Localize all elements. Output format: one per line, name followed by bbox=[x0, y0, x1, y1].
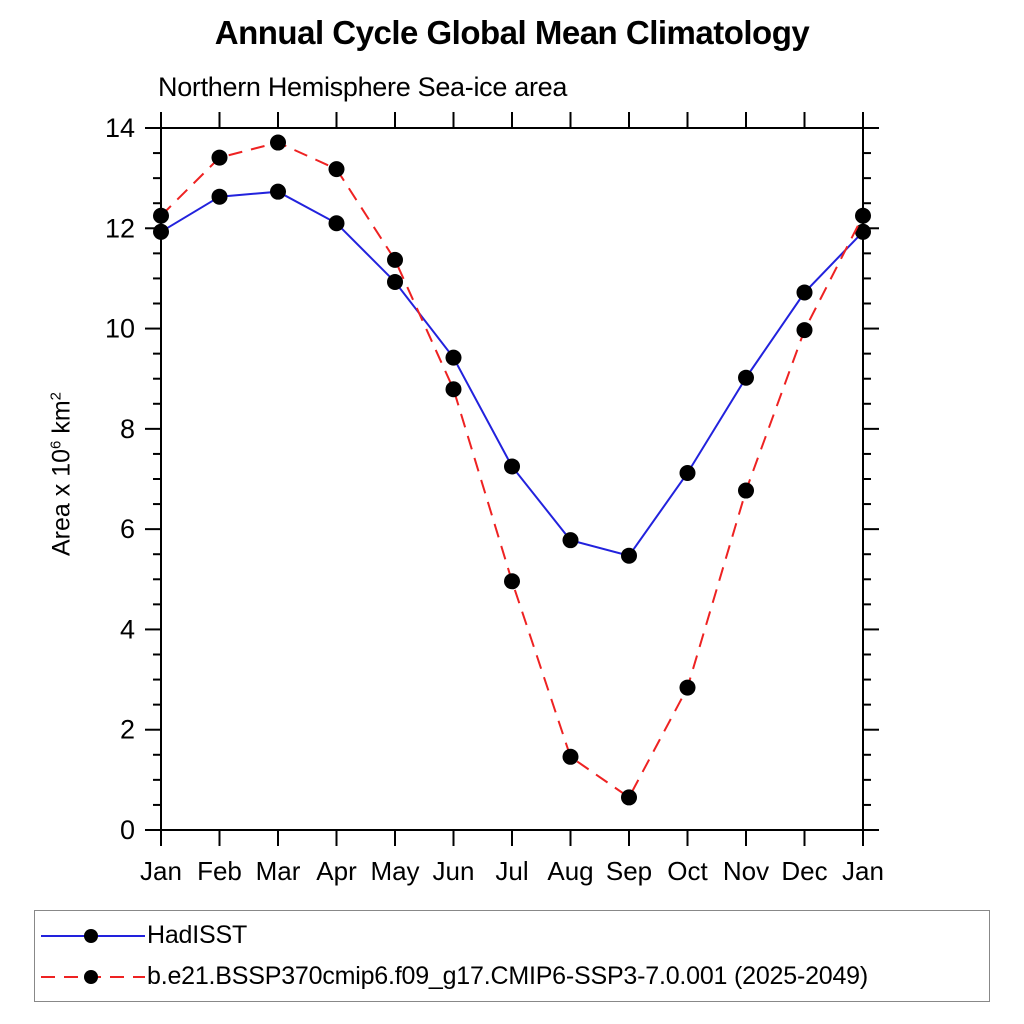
y-tick-label: 6 bbox=[120, 514, 135, 544]
data-point bbox=[855, 207, 871, 224]
data-point bbox=[153, 207, 169, 224]
data-point bbox=[621, 547, 637, 564]
legend-box: HadISST b.e21.BSSP370cmip6.f09_g17.CMIP6… bbox=[34, 910, 990, 1002]
y-tick-label: 8 bbox=[120, 414, 135, 444]
x-tick-label: Jul bbox=[495, 856, 528, 886]
data-point bbox=[679, 679, 696, 696]
data-point bbox=[211, 188, 228, 205]
data-point bbox=[445, 381, 462, 398]
data-point bbox=[211, 149, 228, 166]
data-point bbox=[796, 284, 813, 301]
x-tick-label: Apr bbox=[316, 856, 357, 886]
legend-label-model: b.e21.BSSP370cmip6.f09_g17.CMIP6-SSP3-7.… bbox=[147, 962, 869, 990]
chart-title: Annual Cycle Global Mean Climatology bbox=[214, 14, 810, 51]
data-point bbox=[445, 349, 462, 366]
data-point bbox=[328, 215, 345, 232]
data-point bbox=[562, 532, 579, 549]
data-point bbox=[270, 134, 286, 151]
data-point bbox=[796, 322, 813, 339]
data-point bbox=[738, 482, 754, 499]
legend-row-hadisst: HadISST bbox=[39, 915, 989, 956]
data-point bbox=[738, 369, 754, 386]
data-point bbox=[387, 251, 403, 268]
data-point bbox=[387, 273, 403, 290]
y-tick-label: 10 bbox=[105, 314, 135, 344]
legend-row-model: b.e21.BSSP370cmip6.f09_g17.CMIP6-SSP3-7.… bbox=[39, 956, 989, 997]
x-tick-label: Nov bbox=[723, 856, 769, 886]
series-line-0 bbox=[160, 190, 864, 557]
legend-line-marker-icon bbox=[41, 969, 145, 984]
legend-sample-marker bbox=[84, 928, 98, 943]
y-tick-label: 4 bbox=[120, 614, 135, 644]
legend-label-hadisst: HadISST bbox=[147, 921, 248, 949]
data-point bbox=[679, 464, 696, 481]
y-tick-label: 12 bbox=[105, 213, 135, 243]
x-tick-label: Oct bbox=[667, 856, 708, 886]
x-tick-label: Aug bbox=[547, 856, 593, 886]
chart-subtitle: Northern Hemisphere Sea-ice area bbox=[158, 72, 568, 102]
data-point bbox=[270, 183, 286, 200]
data-point bbox=[153, 223, 169, 240]
data-point bbox=[504, 573, 520, 590]
x-tick-label: Jun bbox=[433, 856, 475, 886]
x-tick-label: Dec bbox=[781, 856, 827, 886]
x-tick-label: Jan bbox=[842, 856, 884, 886]
data-point bbox=[855, 223, 871, 240]
y-tick-label: 14 bbox=[105, 113, 135, 143]
x-tick-label: Jan bbox=[140, 856, 182, 886]
x-tick-label: Sep bbox=[606, 856, 652, 886]
y-tick-label: 0 bbox=[120, 815, 135, 845]
legend-sample-marker bbox=[84, 969, 98, 984]
y-tick-label: 2 bbox=[120, 715, 135, 745]
data-point bbox=[328, 161, 345, 178]
data-point bbox=[504, 458, 520, 475]
x-tick-label: Mar bbox=[256, 856, 301, 886]
x-tick-label: May bbox=[370, 856, 419, 886]
x-tick-label: Feb bbox=[197, 856, 242, 886]
legend-line-marker-icon bbox=[41, 928, 145, 943]
plot-frame bbox=[160, 127, 864, 831]
data-point bbox=[562, 748, 579, 765]
data-point bbox=[621, 789, 637, 806]
